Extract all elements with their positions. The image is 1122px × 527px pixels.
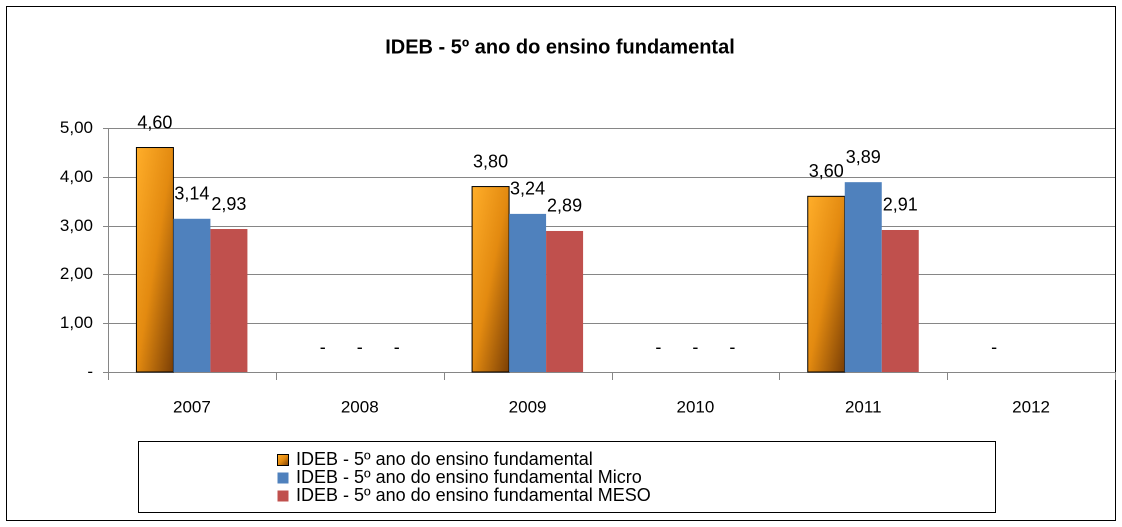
bar <box>509 213 547 372</box>
chart-title: IDEB - 5º ano do ensino fundamental <box>385 36 735 58</box>
y-tick-label: 3,00 <box>60 216 93 235</box>
bar <box>210 229 248 372</box>
x-tick-label: 2011 <box>845 397 882 416</box>
bar <box>135 147 174 373</box>
data-label: 3,80 <box>473 151 508 171</box>
y-tick-label: 5,00 <box>60 118 93 137</box>
data-label: - <box>692 337 698 357</box>
bar <box>546 230 584 372</box>
x-tick-label: 2008 <box>341 397 379 416</box>
x-tick-label: 2007 <box>173 397 211 416</box>
y-tick-label: - <box>87 362 93 381</box>
x-tick-label: 2012 <box>1012 397 1050 416</box>
legend-label: IDEB - 5º ano do ensino fundamental Micr… <box>296 467 642 487</box>
y-tick-label: 1,00 <box>60 313 93 332</box>
data-label: 4,60 <box>137 112 172 132</box>
y-tick-label: 4,00 <box>60 167 93 186</box>
data-label: 2,93 <box>211 194 246 214</box>
data-label: 3,24 <box>510 179 545 199</box>
data-label: - <box>729 337 735 357</box>
data-label: - <box>394 337 400 357</box>
data-label: 2,91 <box>883 195 918 215</box>
data-label: 2,89 <box>547 196 582 216</box>
legend-label: IDEB - 5º ano do ensino fundamental <box>296 449 593 469</box>
legend-label: IDEB - 5º ano do ensino fundamental MESO <box>296 485 651 505</box>
legend-swatch <box>277 472 289 484</box>
bar <box>844 182 882 372</box>
y-tick-label: 2,00 <box>60 264 93 283</box>
data-label: - <box>357 337 363 357</box>
bar <box>173 218 211 372</box>
legend-swatch <box>277 454 289 466</box>
data-label: - <box>320 337 326 357</box>
data-label: 3,89 <box>846 147 881 167</box>
x-tick-label: 2010 <box>677 397 715 416</box>
bar <box>807 195 846 373</box>
legend-swatch <box>277 490 289 502</box>
data-label: - <box>655 337 661 357</box>
bar <box>471 186 510 373</box>
x-tick-label: 2009 <box>509 397 547 416</box>
data-label: - <box>991 337 997 357</box>
bar <box>881 229 919 372</box>
data-label: 3,60 <box>809 161 844 181</box>
data-label: 3,14 <box>174 184 209 204</box>
